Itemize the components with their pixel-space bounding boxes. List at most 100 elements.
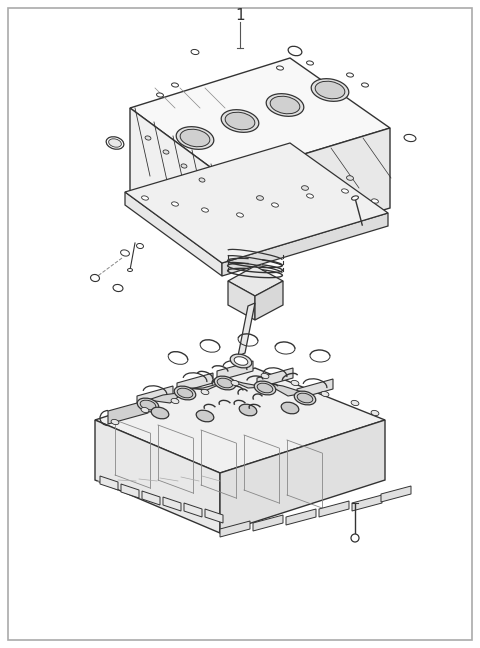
Ellipse shape [199, 178, 205, 182]
Polygon shape [297, 379, 333, 399]
Polygon shape [220, 521, 250, 537]
Ellipse shape [237, 213, 243, 217]
Polygon shape [228, 266, 283, 296]
Ellipse shape [239, 404, 257, 416]
Polygon shape [163, 497, 181, 511]
Ellipse shape [214, 376, 236, 390]
Ellipse shape [217, 378, 233, 388]
Polygon shape [265, 383, 305, 396]
Ellipse shape [291, 380, 299, 386]
Polygon shape [352, 495, 382, 511]
Polygon shape [137, 386, 173, 406]
Ellipse shape [371, 410, 379, 415]
Polygon shape [142, 491, 160, 505]
Ellipse shape [351, 196, 359, 200]
Ellipse shape [180, 129, 210, 146]
Ellipse shape [106, 137, 124, 149]
Ellipse shape [225, 112, 255, 130]
Ellipse shape [108, 139, 121, 147]
Polygon shape [125, 192, 222, 276]
Polygon shape [222, 213, 388, 276]
Ellipse shape [311, 78, 349, 101]
Ellipse shape [297, 393, 313, 403]
Ellipse shape [351, 400, 359, 406]
Ellipse shape [111, 419, 119, 424]
Ellipse shape [288, 46, 302, 56]
Polygon shape [130, 108, 225, 258]
Ellipse shape [272, 203, 278, 207]
Ellipse shape [266, 94, 304, 117]
Ellipse shape [171, 399, 179, 404]
Ellipse shape [270, 97, 300, 114]
Ellipse shape [181, 164, 187, 168]
Ellipse shape [221, 110, 259, 132]
Polygon shape [217, 361, 253, 381]
Ellipse shape [231, 380, 239, 386]
Polygon shape [238, 303, 255, 356]
Polygon shape [130, 58, 390, 178]
Ellipse shape [404, 134, 416, 142]
Ellipse shape [230, 354, 252, 368]
Ellipse shape [257, 383, 273, 393]
Ellipse shape [136, 244, 144, 249]
Polygon shape [225, 378, 265, 388]
Ellipse shape [156, 93, 164, 97]
Ellipse shape [171, 83, 179, 87]
Ellipse shape [196, 410, 214, 422]
Ellipse shape [140, 400, 156, 410]
Ellipse shape [315, 81, 345, 98]
Polygon shape [184, 503, 202, 517]
Ellipse shape [307, 194, 313, 198]
Ellipse shape [276, 66, 284, 70]
Polygon shape [185, 382, 225, 390]
Ellipse shape [321, 391, 329, 397]
Ellipse shape [281, 402, 299, 414]
Ellipse shape [307, 61, 313, 65]
Ellipse shape [256, 196, 264, 200]
Ellipse shape [137, 398, 159, 412]
Ellipse shape [372, 199, 378, 203]
Ellipse shape [301, 186, 309, 191]
Polygon shape [148, 392, 185, 403]
Ellipse shape [151, 407, 169, 419]
Polygon shape [121, 484, 139, 498]
Ellipse shape [171, 202, 179, 206]
Polygon shape [253, 515, 283, 531]
Ellipse shape [177, 388, 193, 398]
Polygon shape [225, 128, 390, 258]
Polygon shape [108, 400, 148, 424]
Polygon shape [100, 476, 118, 490]
Polygon shape [228, 281, 255, 320]
Ellipse shape [120, 250, 130, 256]
Ellipse shape [142, 196, 148, 200]
Ellipse shape [347, 176, 353, 180]
Ellipse shape [113, 284, 123, 292]
Ellipse shape [342, 189, 348, 193]
Ellipse shape [254, 381, 276, 395]
Ellipse shape [141, 408, 149, 413]
Ellipse shape [91, 275, 99, 281]
Text: 1: 1 [235, 8, 245, 23]
Polygon shape [257, 368, 293, 388]
Polygon shape [255, 281, 283, 320]
Polygon shape [205, 509, 223, 523]
Ellipse shape [176, 126, 214, 149]
Polygon shape [177, 373, 213, 393]
Ellipse shape [294, 391, 316, 405]
Ellipse shape [191, 49, 199, 54]
Polygon shape [381, 486, 411, 502]
Ellipse shape [202, 208, 208, 212]
Ellipse shape [201, 389, 209, 395]
Ellipse shape [361, 83, 369, 87]
Ellipse shape [128, 268, 132, 272]
Ellipse shape [234, 357, 248, 365]
Polygon shape [125, 143, 388, 263]
Ellipse shape [351, 534, 359, 542]
Ellipse shape [174, 386, 196, 400]
Polygon shape [319, 501, 349, 517]
Polygon shape [286, 509, 316, 525]
Polygon shape [95, 368, 385, 473]
Polygon shape [95, 420, 220, 533]
Ellipse shape [347, 73, 353, 77]
Ellipse shape [145, 136, 151, 140]
